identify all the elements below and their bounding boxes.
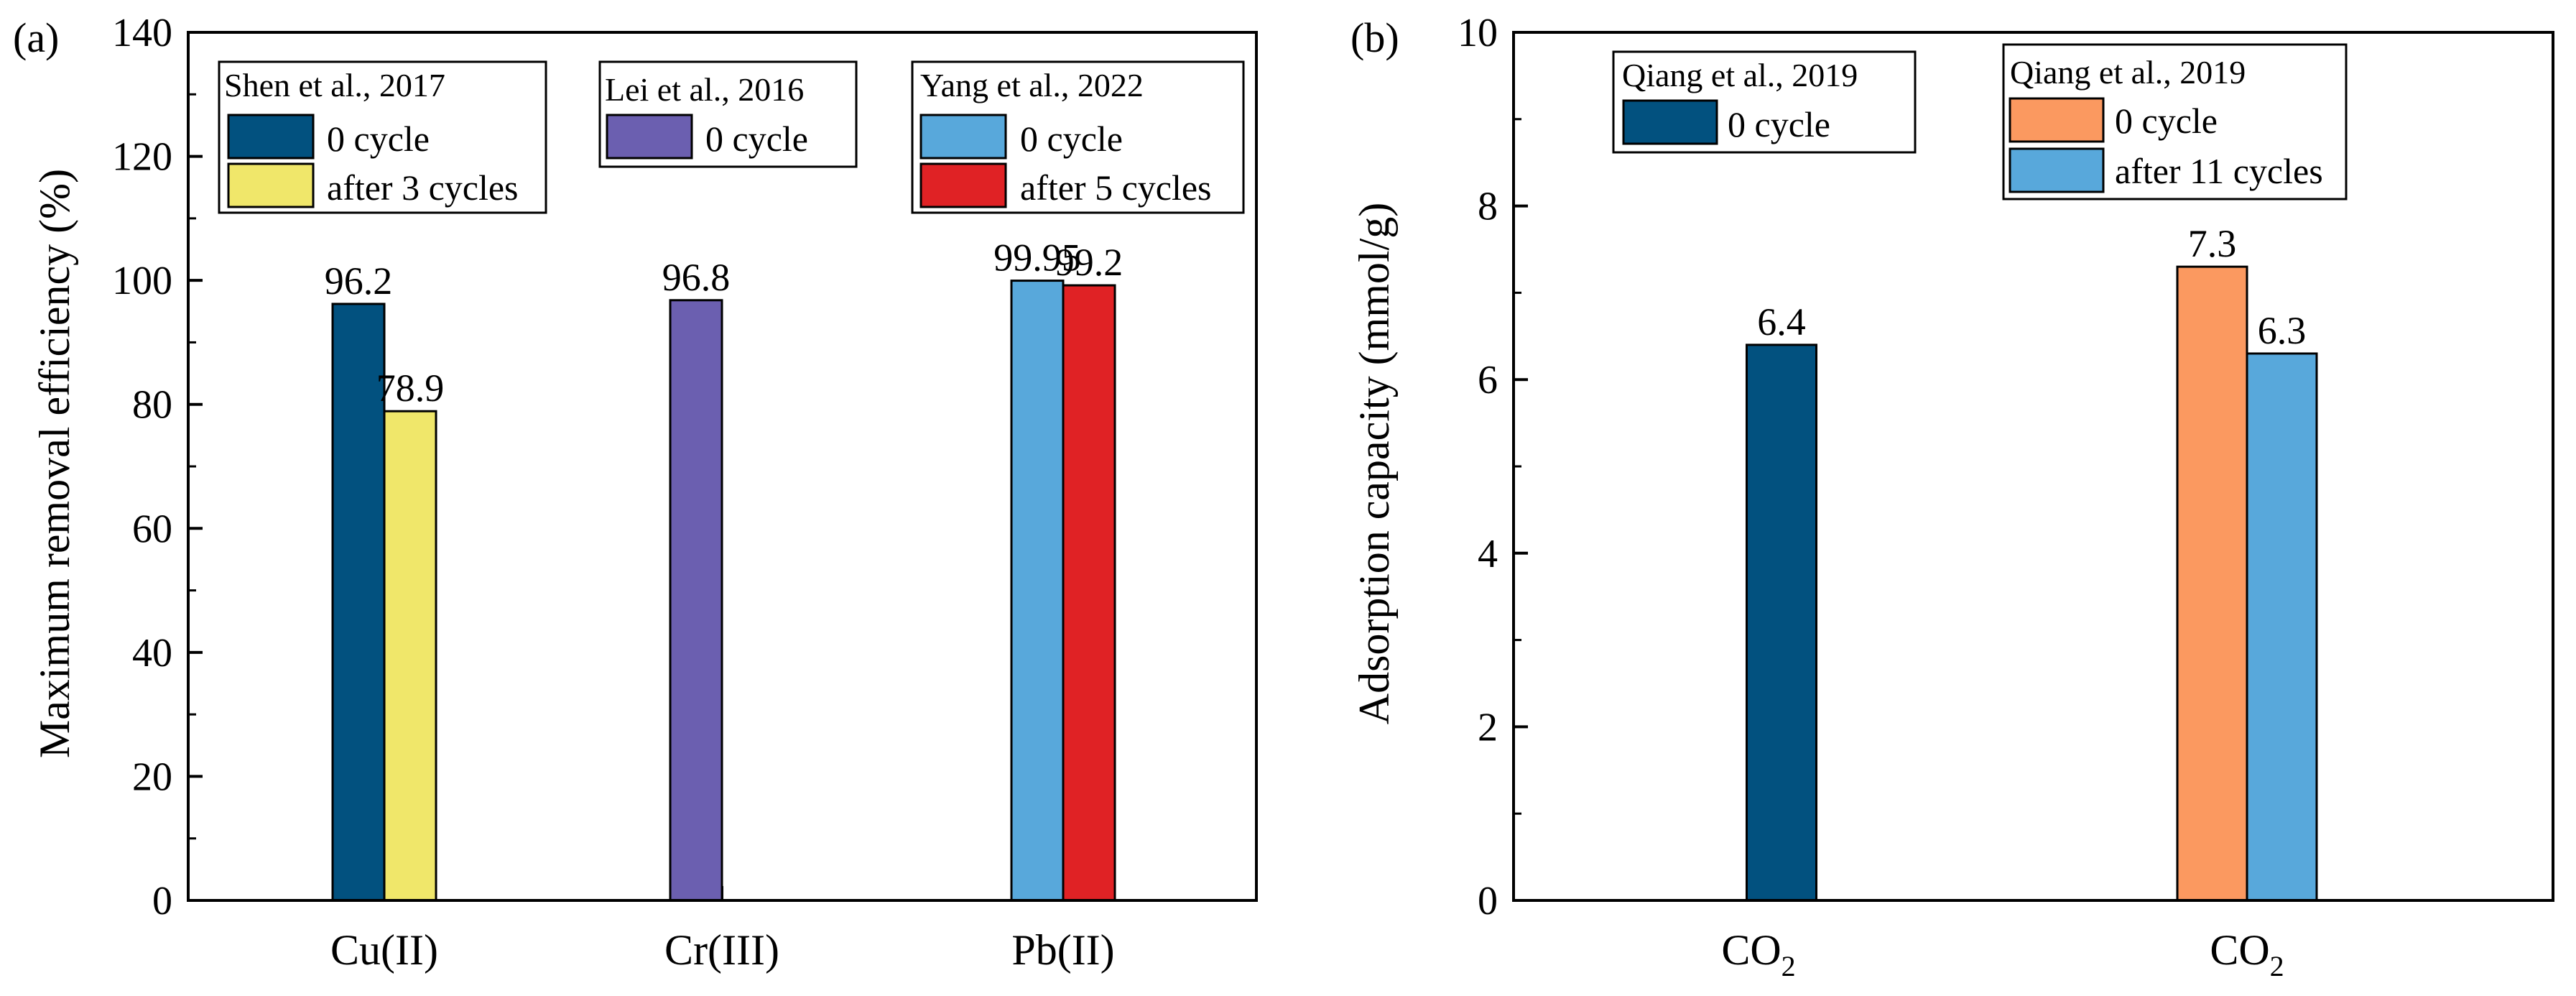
panel-b-bars bbox=[1746, 265, 2318, 902]
bar-lei-0-cycle bbox=[669, 299, 723, 902]
panel-a-chart: (a) Maximum removal efficiency (%) 0 20 40… bbox=[13, 11, 1258, 974]
legend-entry-label: after 11 cycles bbox=[2115, 151, 2323, 191]
legend-swatch-navy bbox=[1622, 99, 1718, 145]
bar-shen-after-3-cycles bbox=[383, 410, 437, 902]
legend-title: Qiang et al., 2019 bbox=[2010, 54, 2246, 91]
panel-b-legend-qiang-1: Qiang et al., 2019 0 cycle bbox=[1612, 50, 1917, 154]
legend-title: Shen et al., 2017 bbox=[224, 67, 445, 103]
bar-shen-0-cycle bbox=[331, 303, 386, 902]
data-label: 99.2 bbox=[1055, 241, 1123, 284]
legend-title: Yang et al., 2022 bbox=[920, 67, 1144, 103]
panel-b-category-labels: CO2 CO2 bbox=[1721, 926, 2284, 982]
y-tick-label: 100 bbox=[112, 259, 172, 303]
legend-entry-label: 0 cycle bbox=[2115, 101, 2218, 141]
panel-b-y-axis-title: Adsorption capacity (mmol/g) bbox=[1350, 203, 1398, 725]
panel-a-legend-yang: Yang et al., 2022 0 cycle after 5 cycles bbox=[911, 60, 1245, 214]
panel-a-legend-lei: Lei et al., 2016 0 cycle bbox=[598, 60, 858, 168]
panel-b-plot-frame bbox=[1512, 31, 2554, 902]
legend-swatch-lightblue bbox=[919, 114, 1007, 160]
legend-title: Lei et al., 2016 bbox=[605, 71, 804, 108]
panel-b-category-co2-1: CO2 bbox=[1721, 926, 1795, 982]
data-label: 96.8 bbox=[662, 256, 731, 299]
panel-a-category-labels: Cu(II) Cr(III) Pb(II) bbox=[330, 926, 1115, 974]
y-tick-label: 40 bbox=[132, 631, 172, 675]
y-tick-label: 8 bbox=[1478, 185, 1498, 229]
panel-b-data-labels: 6.4 7.3 6.3 bbox=[1757, 222, 2306, 352]
y-tick-label: 120 bbox=[112, 135, 172, 180]
panel-b-chart: (b) Adsorption capacity (mmol/g) 0 2 4 6 8 10… bbox=[1350, 11, 2554, 982]
y-tick-label: 140 bbox=[112, 11, 172, 55]
category-text: CO bbox=[1721, 926, 1781, 974]
legend-swatch-red bbox=[919, 162, 1007, 208]
bar-qiang-0-cycle bbox=[1746, 343, 1817, 902]
panel-b-y-ticks: 0 2 4 6 8 10 bbox=[1458, 11, 2248, 923]
y-tick-label: 20 bbox=[132, 755, 172, 799]
y-tick-label: 6 bbox=[1478, 358, 1498, 402]
category-subscript: 2 bbox=[2270, 950, 2284, 982]
data-label: 78.9 bbox=[376, 366, 445, 410]
bar-qiang2-0-cycle bbox=[2176, 265, 2248, 902]
panel-a-legend-shen: Shen et al., 2017 0 cycle after 3 cycles bbox=[218, 60, 547, 214]
y-tick-label: 0 bbox=[152, 879, 172, 923]
legend-title: Qiang et al., 2019 bbox=[1622, 57, 1858, 93]
y-tick-label: 0 bbox=[1478, 879, 1498, 923]
y-tick-label: 4 bbox=[1478, 532, 1498, 576]
legend-entry-label: 0 cycle bbox=[327, 119, 430, 159]
panel-a-y-axis-title: Maximum removal efficiency (%) bbox=[31, 169, 78, 758]
bar-yang-after-5-cycles bbox=[1062, 284, 1116, 902]
panel-a-plot-frame bbox=[187, 31, 1258, 902]
legend-swatch-lightblue bbox=[2009, 147, 2105, 193]
legend-entry-label: 0 cycle bbox=[1728, 104, 1830, 144]
y-tick-label: 60 bbox=[132, 507, 172, 551]
panel-a-category-cr: Cr(III) bbox=[664, 926, 779, 974]
legend-entry-label: after 5 cycles bbox=[1020, 167, 1212, 208]
legend-swatch-purple bbox=[606, 114, 693, 160]
data-label: 96.2 bbox=[325, 259, 393, 303]
y-tick-label: 10 bbox=[1458, 11, 1498, 55]
panel-a-y-ticks: 0 20 40 60 80 100 120 140 bbox=[112, 11, 1065, 923]
panel-a-label: (a) bbox=[13, 14, 59, 61]
category-subscript: 2 bbox=[1782, 950, 1796, 982]
legend-swatch-orange bbox=[2009, 97, 2105, 143]
y-tick-label: 2 bbox=[1478, 705, 1498, 750]
legend-entry-label: 0 cycle bbox=[705, 119, 808, 159]
bar-qiang2-after-11-cycles bbox=[2246, 352, 2318, 902]
legend-entry-label: after 3 cycles bbox=[327, 167, 519, 208]
data-label: 99.95 bbox=[993, 236, 1081, 280]
panel-b-category-co2-2: CO2 bbox=[2210, 926, 2284, 982]
panel-a-bars bbox=[331, 280, 1116, 902]
legend-swatch-yellow bbox=[227, 162, 315, 208]
data-label: 6.4 bbox=[1757, 300, 1806, 343]
panel-a-category-cu: Cu(II) bbox=[330, 926, 438, 974]
panel-b-label: (b) bbox=[1350, 14, 1399, 61]
panel-b-legend-qiang-2: Qiang et al., 2019 0 cycle after 11 cycl… bbox=[2002, 43, 2348, 200]
bar-yang-0-cycle bbox=[1010, 280, 1065, 902]
data-label: 6.3 bbox=[2258, 309, 2307, 352]
data-label: 7.3 bbox=[2188, 222, 2237, 265]
y-tick-label: 80 bbox=[132, 383, 172, 428]
legend-swatch-navy bbox=[227, 114, 315, 160]
panel-a-category-pb: Pb(II) bbox=[1011, 926, 1114, 974]
legend-entry-label: 0 cycle bbox=[1020, 119, 1123, 159]
category-text: CO bbox=[2210, 926, 2269, 974]
